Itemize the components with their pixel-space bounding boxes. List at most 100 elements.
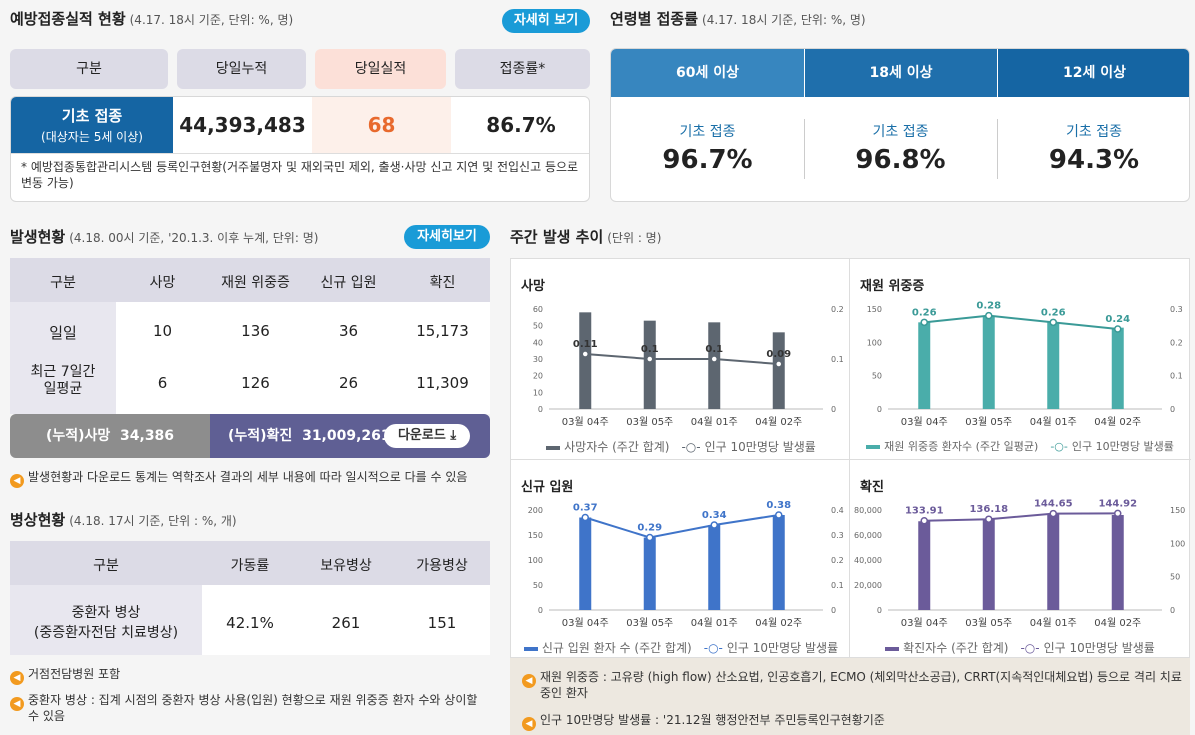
age-tab-60[interactable]: 60세 이상: [611, 49, 804, 97]
beds-title: 병상현황: [10, 511, 66, 529]
beds-subtitle: (4.18. 17시 기준, 단위 : %, 개): [69, 514, 237, 528]
x-tick-label: 04월 02주: [1094, 416, 1141, 428]
chart-panel: 확진 80,000 60,000 40,000 20,000 0 150 100 50 0 03월 …: [850, 460, 1190, 660]
speaker-icon: ◀: [10, 697, 24, 711]
vaccine-row-label: 기초 접종: [61, 107, 123, 125]
beds-notice2-text: 중환자 병상 : 집계 시점의 중환자 병상 사용(입원) 현황으로 재원 위중…: [28, 693, 478, 707]
age-tab-18[interactable]: 18세 이상: [804, 49, 997, 97]
weekly-charts: 사망 60 50 40 30 20 10 0 0.2 0.1 0 03월 04주 03월 05주 04월 …: [510, 258, 1191, 660]
beds-header-available: 가용병상: [416, 558, 468, 574]
divider: [804, 119, 805, 179]
y-tick-label: 80,000: [854, 506, 882, 515]
chart-svg: 150 100 50 0 0.3 0.2 0.1 0 03월 04주 03월 05주 04월 01주…: [867, 301, 1183, 428]
occ-row2-label: 최근 7일간 일평균: [30, 364, 96, 397]
vaccine-header-cumulative: 당일누적: [177, 49, 306, 89]
beds-section-title: 병상현황 (4.18. 17시 기준, 단위 : %, 개): [10, 509, 237, 530]
legend-line-swatch: -○-: [703, 641, 723, 655]
vaccine-daily: 68: [312, 97, 451, 153]
line-point: [775, 360, 783, 368]
data-label: 0.1: [705, 344, 723, 355]
occurrence-title: 발생현황: [10, 228, 66, 246]
vaccine-section-title: 예방접종실적 현황 (4.17. 18시 기준, 단위: %, 명): [10, 8, 293, 29]
chart-panel: 사망 60 50 40 30 20 10 0 0.2 0.1 0 03월 04주 03월 05주 04월 …: [511, 259, 851, 459]
line-point: [710, 521, 718, 529]
data-label: 0.1: [641, 344, 659, 355]
y-tick-label: 40: [533, 338, 543, 347]
occ-row1-death: 10: [152, 322, 173, 340]
chart-title: 사망: [521, 279, 545, 294]
data-label: 136.18: [969, 504, 1008, 515]
legend-line-swatch: -○-: [681, 440, 701, 454]
occ-body: [116, 302, 490, 414]
y2-tick-label: 100: [1170, 539, 1185, 548]
chart-legend: 사망자수 (주간 합계) -○- 인구 10만명당 발생률: [511, 438, 851, 455]
divider: [997, 119, 998, 179]
occurrence-section-title: 발생현황 (4.18. 00시 기준, '20.1.3. 이후 누계, 단위: 명…: [10, 226, 318, 247]
cum-death-value: 34,386: [120, 428, 175, 444]
data-label: 0.38: [766, 500, 791, 511]
x-tick-label: 04월 01주: [691, 416, 738, 428]
y2-tick-label: 0: [831, 606, 836, 615]
legend-bar-swatch: [523, 646, 538, 651]
chart-svg: 60 50 40 30 20 10 0 0.2 0.1 0 03월 04주 03월 05주 04월 01…: [533, 305, 844, 428]
vaccine-detail-button[interactable]: 자세히 보기: [502, 9, 590, 33]
download-button[interactable]: 다운로드 ⤓: [384, 424, 470, 448]
beds-header-rate: 가동률: [230, 558, 270, 574]
bar: [579, 312, 592, 409]
y-tick-label: 200: [528, 506, 543, 515]
bar: [1047, 514, 1060, 610]
speaker-icon: ◀: [10, 671, 24, 685]
occurrence-subtitle: (4.18. 00시 기준, '20.1.3. 이후 누계, 단위: 명): [69, 231, 319, 245]
line-point: [1114, 325, 1122, 333]
occ-row2-death: 6: [157, 374, 168, 392]
y-tick-label: 30: [533, 355, 543, 364]
bar: [982, 518, 995, 610]
vaccine-header-category: 구분: [10, 49, 168, 89]
legend-bar-label: 신규 입원 환자 수 (주간 합계): [541, 641, 692, 655]
age-tab-12[interactable]: 12세 이상: [997, 49, 1189, 97]
occ-row1-severe: 136: [241, 322, 270, 340]
legend-line-swatch: -○-: [1020, 641, 1040, 655]
download-label: 다운로드: [397, 428, 446, 443]
data-label: 0.09: [766, 349, 791, 360]
speaker-icon: ◀: [10, 474, 24, 488]
age-value-18: 96.8%: [855, 145, 946, 175]
beds-notice1: ◀ 거점전담병원 포함: [10, 666, 120, 685]
occ-row2-admit: 26: [338, 374, 359, 392]
x-tick-label: 04월 02주: [755, 617, 802, 629]
y-tick-label: 0: [538, 606, 543, 615]
bar: [772, 515, 785, 610]
y2-tick-label: 0.1: [1170, 372, 1183, 381]
x-tick-label: 03월 05주: [626, 617, 673, 629]
speaker-icon: ◀: [522, 674, 536, 688]
line-point: [920, 516, 928, 525]
y-tick-label: 100: [867, 338, 882, 347]
line-point: [646, 355, 654, 363]
beds-available: 151: [427, 614, 457, 632]
y-tick-label: 60: [533, 305, 543, 314]
bar: [708, 525, 721, 610]
occ-row2-severe: 126: [241, 374, 270, 392]
y2-tick-label: 0: [1170, 405, 1175, 414]
y-tick-label: 50: [533, 322, 543, 331]
chart-svg: 80,000 60,000 40,000 20,000 0 150 100 50 0 03월 04…: [854, 498, 1185, 629]
download-icon: ⤓: [450, 428, 457, 443]
beds-row-sub: (중증환자전담 치료병상): [33, 625, 179, 641]
data-label: 0.26: [1041, 307, 1066, 318]
cumulative-death-box: (누적)사망 34,386: [10, 414, 210, 458]
age-value-12: 94.3%: [1048, 145, 1140, 175]
beds-label-cell: [10, 585, 202, 655]
beds-table-header: [10, 541, 490, 585]
bar: [918, 322, 931, 409]
chart-note1: ◀ 재원 위중증 : 고유량 (high flow) 산소요법, 인공호흡기, E…: [522, 669, 1182, 688]
y2-tick-label: 0.2: [831, 305, 844, 314]
age-rate-card: 60세 이상 18세 이상 12세 이상 기초 접종 96.7% 기초 접종 9…: [610, 48, 1190, 202]
occ-row1-label: 일일: [49, 324, 77, 342]
vaccine-subtitle: (4.17. 18시 기준, 단위: %, 명): [129, 13, 294, 27]
line-point: [581, 350, 589, 358]
legend-bar-swatch: [885, 646, 900, 651]
x-tick-label: 04월 02주: [1094, 617, 1141, 629]
occ-header-death: 사망: [149, 275, 176, 291]
occurrence-detail-button[interactable]: 자세히보기: [404, 225, 490, 249]
occ-header-admit: 신규 입원: [320, 275, 377, 291]
